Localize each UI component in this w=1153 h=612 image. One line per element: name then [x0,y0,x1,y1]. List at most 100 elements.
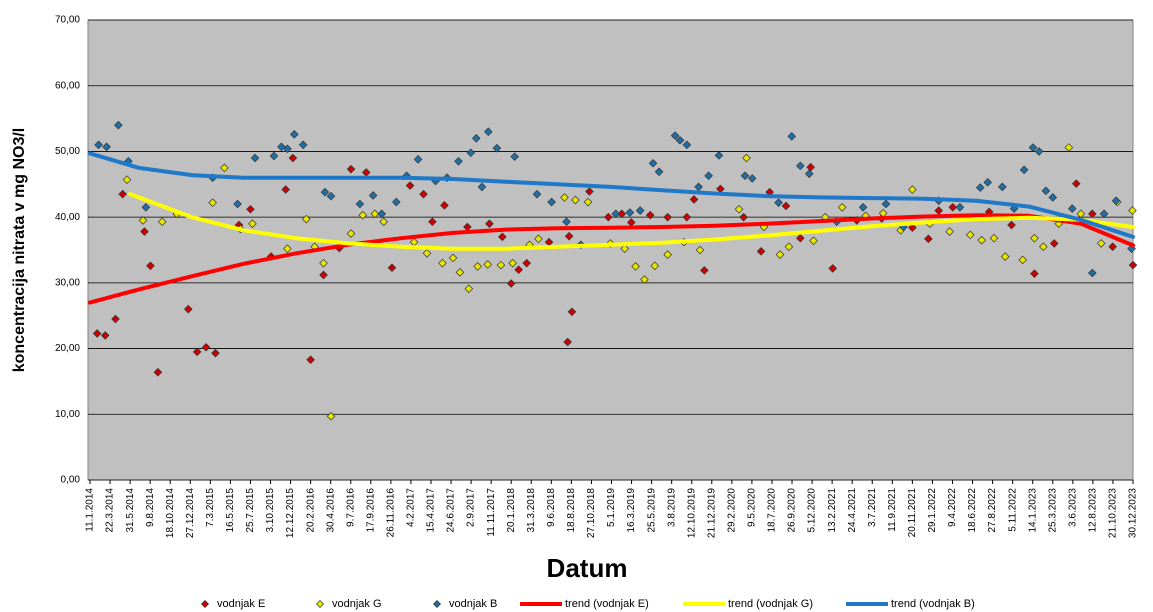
y-tick-label: 60,00 [55,80,80,91]
data-point [290,130,299,139]
data-point [454,156,463,166]
trend-line [88,151,1135,239]
x-tick-label: 31.5.2014 [125,488,136,533]
data-point [734,204,744,214]
data-point [560,193,569,202]
data-point [506,279,516,288]
x-tick-label: 31.3.2018 [526,488,537,533]
x-tick-label: 20.1.2018 [506,488,517,533]
x-axis-label: Datum [547,553,628,583]
data-point [675,135,685,145]
data-point [522,258,531,268]
data-point [153,367,163,377]
x-tick-label: 21.10.2023 [1108,488,1119,538]
data-point [740,171,750,181]
data-point [1028,143,1038,152]
x-tick-label: 17.9.2016 [365,488,376,533]
data-point [604,212,613,222]
data-point [774,198,783,207]
data-point [648,158,658,168]
data-point [428,217,437,227]
data-point [319,270,328,280]
data-point [477,182,487,192]
data-point [138,216,148,225]
data-point [114,120,123,130]
data-point [620,244,629,253]
data-point [141,202,151,212]
data-point [118,189,127,199]
data-point [464,284,474,294]
x-tick-label: 5.12.2020 [807,488,818,533]
x-tick-label: 12.8.2023 [1088,488,1099,533]
data-point [796,233,805,243]
data-point [563,337,572,347]
data-point [965,230,975,240]
x-tick-label: 2.9.2017 [466,488,477,527]
data-point [695,245,705,255]
data-point [498,232,507,242]
y-tick-label: 30,00 [55,277,80,288]
trend-line [88,213,1135,305]
legend-label: vodnjak G [332,598,382,610]
data-point [233,199,242,209]
data-point [100,331,110,340]
data-point [804,169,814,179]
data-point [471,133,481,143]
data-point [438,258,447,268]
data-point [211,348,220,358]
data-point [283,244,292,253]
trend-line [128,192,1135,251]
y-tick-label: 70,00 [55,15,80,26]
data-point [747,174,757,183]
data-point [924,234,933,244]
data-point [948,202,958,212]
x-tick-label: 11.11.2017 [486,488,497,537]
data-point [1039,242,1048,252]
data-point [510,152,519,161]
data-point [413,155,423,164]
data-point [392,197,401,207]
x-tick-label: 13.2.2021 [827,488,838,533]
data-point [1034,147,1044,156]
data-point [858,202,868,212]
data-point [983,178,993,187]
data-point [387,263,397,273]
data-point [269,151,279,161]
data-point [298,140,308,150]
plot-area [87,19,1134,481]
data-point [140,227,149,236]
data-point [571,195,580,205]
data-point [631,262,640,271]
data-point [492,143,502,153]
data-point [192,347,202,357]
legend-label: vodnjak E [217,598,265,610]
data-point [377,209,386,219]
data-point [1019,165,1029,175]
data-point [157,217,167,227]
x-tick-label: 16.3.2019 [626,488,637,533]
x-tick-label: 4.2.2017 [406,488,417,527]
data-point [1041,186,1051,196]
data-point [201,342,211,352]
x-tick-label: 11.9.2021 [887,488,898,532]
x-tick-label: 27.8.2022 [987,488,998,533]
data-point [368,191,378,200]
data-point [306,355,315,365]
data-point [682,140,692,150]
x-tick-label: 11.1.2014 [85,488,96,532]
data-point [654,167,664,177]
data-point [1000,252,1010,261]
legend-marker [316,600,324,608]
data-point [370,209,380,219]
data-point [122,175,132,184]
x-tick-label: 24.4.2021 [847,488,858,533]
data-point [611,209,621,219]
legend-marker [433,600,441,608]
data-point [302,214,311,224]
data-point [640,275,649,284]
data-point [1067,204,1077,213]
legend-item: vodnjak B [433,598,497,610]
data-point [742,153,751,163]
x-tick-label: 24.6.2017 [446,488,457,533]
legend-label: trend (vodnjak B) [891,598,975,610]
